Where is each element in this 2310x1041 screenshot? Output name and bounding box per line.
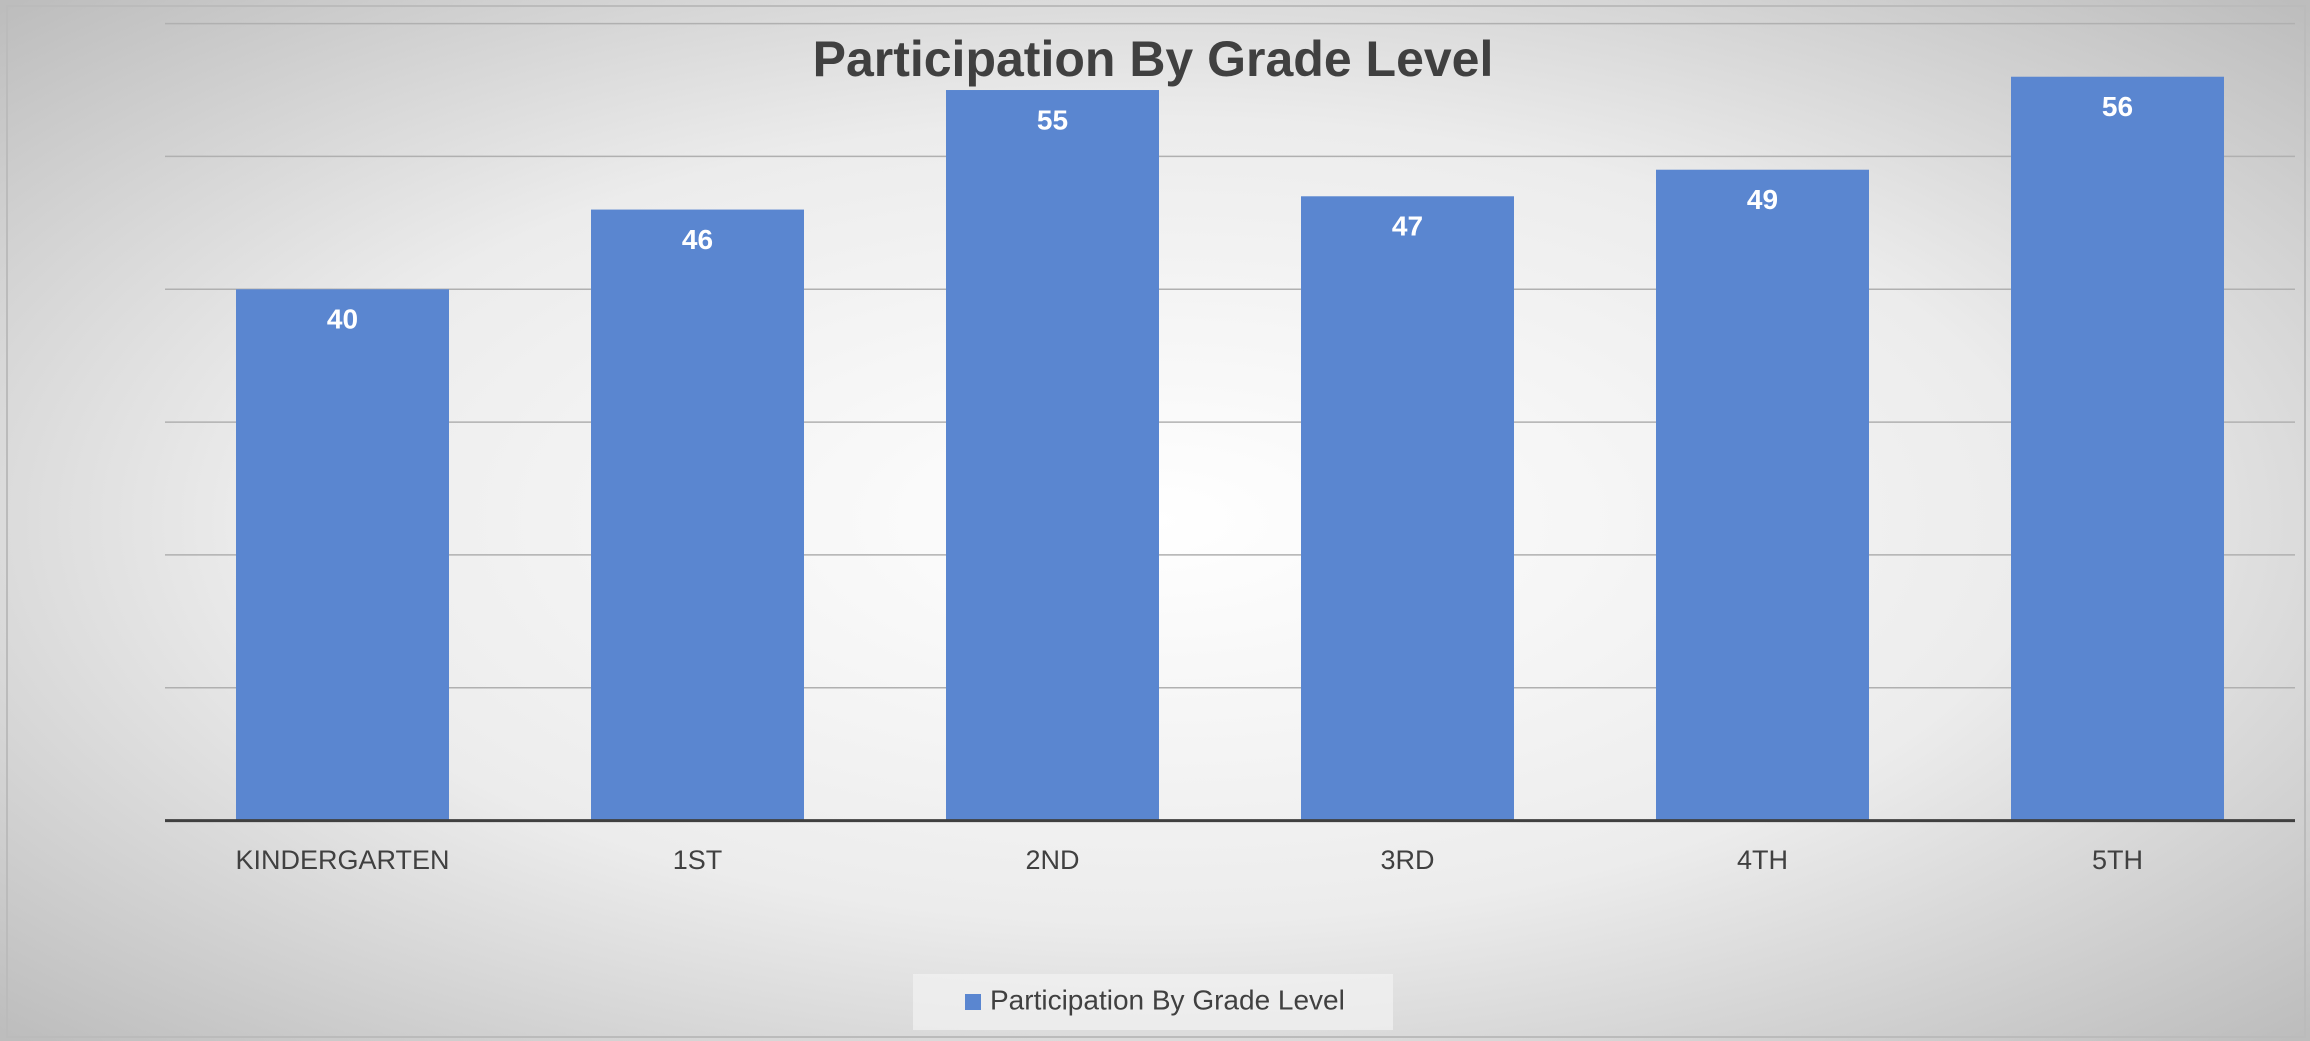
x-tick-label: KINDERGARTEN (235, 845, 449, 875)
bar (2011, 76, 2224, 821)
x-tick-label: 2ND (1025, 845, 1079, 875)
data-label: 47 (1392, 211, 1423, 242)
bar (1301, 196, 1514, 821)
data-label: 55 (1037, 104, 1068, 135)
chart-border (6, 5, 2306, 1038)
bar (236, 289, 449, 821)
bar (1656, 169, 1869, 821)
x-tick-label: 1ST (673, 845, 723, 875)
bar (591, 209, 804, 821)
bar (946, 90, 1159, 821)
data-label: 49 (1747, 184, 1778, 215)
x-tick-label: 4TH (1737, 845, 1788, 875)
chart-title: Participation By Grade Level (813, 31, 1494, 87)
x-tick-label: 5TH (2092, 845, 2143, 875)
legend-box (913, 974, 1393, 1030)
bars (236, 76, 2224, 821)
data-label: 56 (2102, 91, 2133, 122)
legend-swatch (965, 994, 981, 1010)
x-tick-label: 3RD (1380, 845, 1434, 875)
labels: KINDERGARTEN 40 1ST 46 2ND 55 3RD 47 4TH 49 5TH 56 (235, 91, 2143, 875)
data-label: 40 (327, 304, 358, 335)
data-label: 46 (682, 224, 713, 255)
legend-label: Participation By Grade Level (990, 984, 1345, 1015)
